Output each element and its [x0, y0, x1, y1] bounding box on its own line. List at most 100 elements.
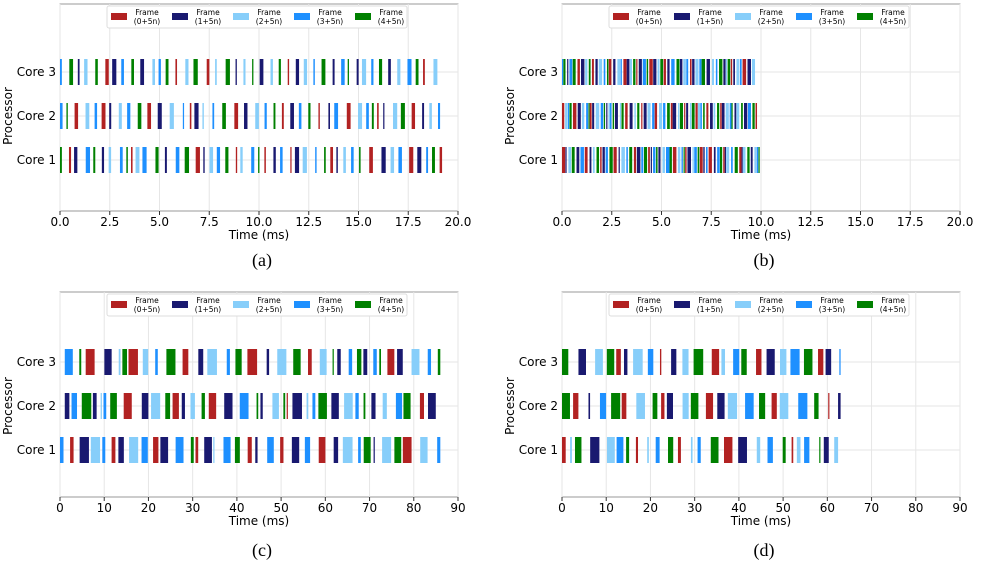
gantt-bar [646, 59, 649, 85]
gantt-bar [595, 59, 598, 85]
gantt-bar [636, 59, 638, 85]
gantt-bar [603, 103, 606, 129]
x-tick-label: 17.5 [897, 215, 924, 229]
gantt-bar [182, 103, 185, 129]
gantt-bar [725, 59, 728, 85]
gantt-bar [208, 393, 217, 419]
gantt-bar [382, 437, 392, 463]
gantt-bar [131, 59, 134, 85]
gantt-bar [756, 147, 759, 173]
legend-label: (1+5n) [697, 17, 724, 26]
gantt-bar [244, 103, 248, 129]
gantt-bar [745, 393, 754, 419]
x-tick-label: 50 [775, 501, 790, 515]
gantt-bar [331, 393, 339, 419]
gantt-bar [600, 103, 604, 129]
gantt-bar [363, 349, 368, 375]
gantt-bar [589, 147, 592, 173]
legend-label: Frame [379, 8, 403, 17]
gantt-bar [690, 393, 699, 419]
gantt-bar [727, 393, 738, 419]
gantt-bar [750, 147, 753, 173]
gantt-bar [562, 437, 566, 463]
gantt-bar [600, 147, 602, 173]
gantt-bar [591, 59, 594, 85]
gantt-bar [572, 103, 577, 129]
gantt-bar [330, 147, 334, 173]
gantt-bar [671, 59, 675, 85]
gantt-bar [653, 147, 656, 173]
gantt-bar [755, 103, 758, 129]
gantt-bar [344, 393, 353, 419]
gantt-bar [588, 393, 591, 419]
gantt-bar [638, 59, 642, 85]
gantt-bar [663, 103, 666, 129]
gantt-bar [578, 349, 586, 375]
legend-label: (2+5n) [256, 17, 283, 26]
gantt-bar [665, 147, 670, 173]
legend-swatch [111, 13, 127, 20]
gantt-bar [378, 59, 383, 85]
gantt-bar [278, 59, 281, 85]
gantt-bar [621, 103, 624, 129]
gantt-bar [690, 59, 692, 85]
gantt-bar [224, 393, 233, 419]
gantt-bar [71, 393, 78, 419]
gantt-bar [235, 147, 238, 173]
gantt-bar [147, 103, 152, 129]
gantt-bar [697, 147, 700, 173]
x-tick-label: 15.0 [345, 215, 372, 229]
gantt-bar [705, 147, 708, 173]
gantt-bar [273, 147, 276, 173]
gantt-bar [686, 103, 689, 129]
gantt-bar [160, 437, 169, 463]
gantt-bar [569, 59, 573, 85]
gantt-bar [731, 147, 733, 173]
gantt-bar [348, 349, 353, 375]
gantt-bar [602, 147, 605, 173]
gantt-bar [70, 437, 74, 463]
gantt-bar [744, 103, 748, 129]
gantt-bar [281, 103, 284, 129]
x-tick-label: 7.5 [702, 215, 721, 229]
x-tick-label: 12.5 [295, 215, 322, 229]
gantt-bar [635, 437, 639, 463]
gantt-bar [633, 59, 636, 85]
legend-swatch [735, 301, 751, 308]
row-label: Core 2 [17, 109, 56, 123]
gantt-bar [652, 393, 658, 419]
gantt-bar [592, 147, 595, 173]
legend-label: Frame [698, 8, 722, 17]
gantt-bar [717, 393, 725, 419]
gantt-bar [589, 103, 592, 129]
gantt-bar [742, 147, 746, 173]
gantt-bar [721, 349, 726, 375]
gantt-bar [723, 437, 733, 463]
gantt-bar [411, 349, 420, 375]
legend-swatch [613, 13, 629, 20]
gantt-bar [60, 103, 63, 129]
legend-box [608, 5, 910, 29]
gantt-bar [725, 103, 729, 129]
gantt-bar [713, 103, 716, 129]
gantt-bar [422, 103, 425, 129]
gantt-bar [731, 103, 733, 129]
gantt-bar [562, 103, 565, 129]
gantt-bar [621, 393, 627, 419]
gantt-bar [727, 59, 731, 85]
legend-label: (4+5n) [880, 17, 907, 26]
gantt-bar [606, 103, 608, 129]
gantt-bar [185, 59, 189, 85]
x-tick-label: 30 [185, 501, 200, 515]
gantt-bar [565, 147, 567, 173]
gantt-bar [303, 59, 308, 85]
x-tick-label: 80 [908, 501, 923, 515]
gantt-bar [726, 147, 730, 173]
gantt-bar [95, 59, 98, 85]
gantt-bar [570, 437, 572, 463]
gantt-bar [738, 437, 747, 463]
gantt-bar [190, 437, 194, 463]
x-axis-label: Time (ms) [228, 514, 290, 528]
gantt-bar [266, 349, 270, 375]
legend-label: (0+5n) [134, 305, 161, 314]
